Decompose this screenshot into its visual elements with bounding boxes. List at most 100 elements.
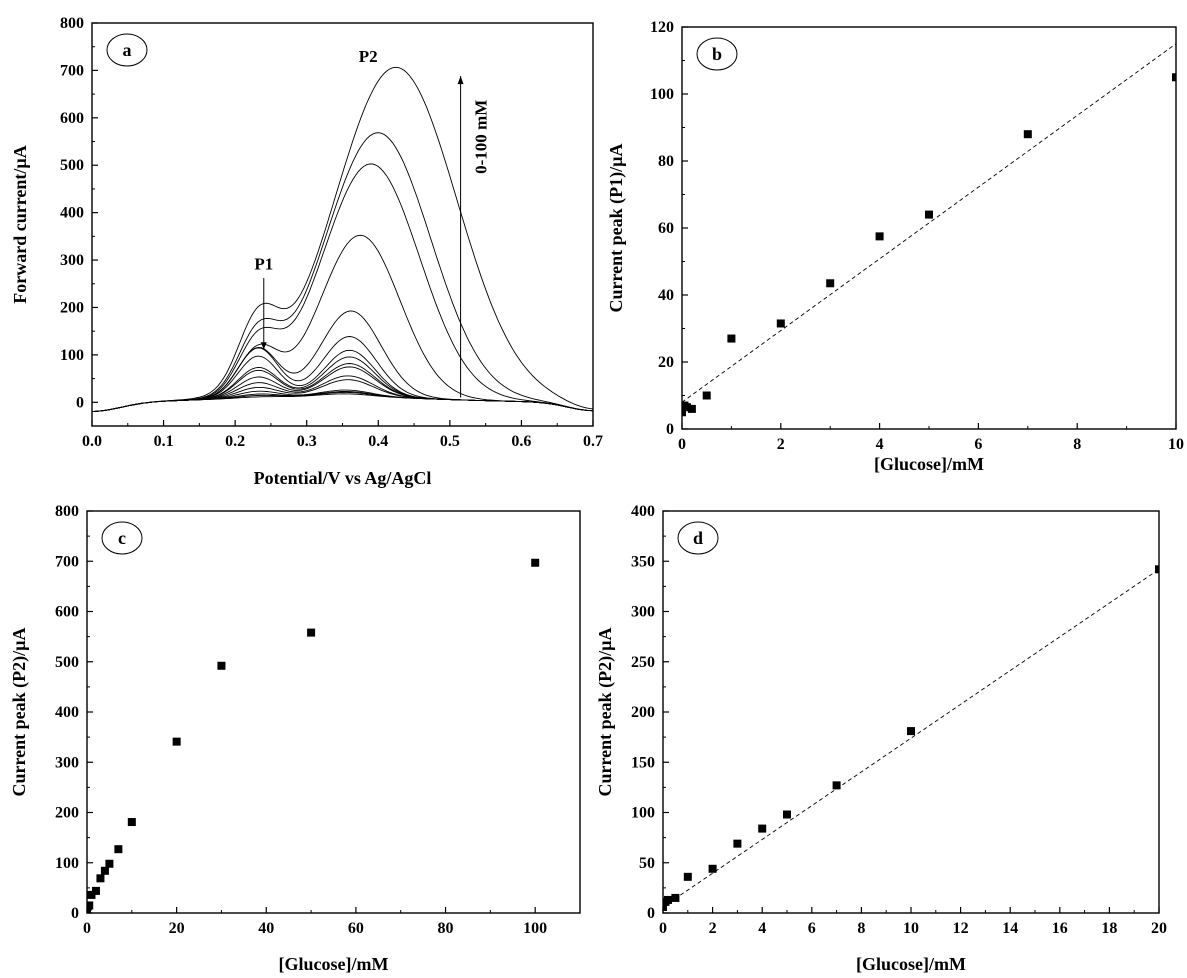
plot-area bbox=[663, 565, 1159, 911]
y-tick-label: 150 bbox=[631, 754, 655, 771]
voltammogram-curve bbox=[92, 234, 593, 412]
plot-area bbox=[682, 43, 1176, 417]
concentration-arrowhead bbox=[457, 76, 464, 85]
x-tick-label: 4 bbox=[758, 920, 766, 937]
x-tick-label: 0 bbox=[83, 920, 91, 937]
panel-label: a bbox=[123, 40, 132, 60]
data-point bbox=[682, 403, 691, 412]
y-tick-label: 60 bbox=[658, 220, 674, 237]
data-point bbox=[172, 737, 181, 746]
x-tick-label: 80 bbox=[438, 920, 454, 937]
data-point bbox=[91, 886, 100, 895]
x-tick-label: 18 bbox=[1101, 920, 1117, 937]
x-tick-label: 8 bbox=[1073, 436, 1081, 453]
data-point bbox=[687, 404, 696, 413]
x-tick-label: 2 bbox=[709, 920, 717, 937]
y-tick-label: 40 bbox=[658, 287, 674, 304]
panel-label: c bbox=[118, 528, 126, 548]
y-tick-label: 400 bbox=[631, 503, 655, 520]
data-point bbox=[1023, 130, 1032, 139]
data-point bbox=[114, 845, 123, 854]
peak-p1-arrowhead bbox=[260, 342, 267, 350]
voltammogram-curve bbox=[92, 366, 593, 412]
y-tick-label: 800 bbox=[55, 503, 79, 520]
x-tick-label: 0 bbox=[659, 920, 667, 937]
x-tick-label: 16 bbox=[1052, 920, 1068, 937]
data-point bbox=[907, 727, 915, 736]
x-tick-label: 6 bbox=[974, 436, 982, 453]
x-tick-label: 0.7 bbox=[583, 433, 603, 450]
x-tick-label: 0.6 bbox=[511, 433, 531, 450]
data-point bbox=[683, 872, 692, 881]
voltammogram-curve bbox=[92, 66, 593, 412]
data-point bbox=[217, 661, 226, 670]
voltammogram-curve bbox=[92, 363, 593, 412]
data-point bbox=[702, 391, 711, 400]
y-tick-label: 0 bbox=[71, 905, 79, 922]
y-tick-label: 800 bbox=[60, 15, 84, 32]
y-tick-label: 300 bbox=[60, 252, 84, 269]
x-tick-label: 60 bbox=[348, 920, 364, 937]
panel-label-badge bbox=[106, 33, 148, 67]
data-point bbox=[776, 319, 785, 328]
x-tick-label: 0.3 bbox=[297, 433, 317, 450]
x-tick-label: 0.4 bbox=[368, 433, 388, 450]
panel-a: 0.0 0.1 0.2 0.3 0.4 0.5 0.6 0.7 0 100 200 300 400 500… bbox=[10, 15, 603, 488]
panel-d: 0 2 4 6 8 10 12 14 16 18 2005010015020025030035040… bbox=[595, 503, 1167, 974]
y-tick-label: 500 bbox=[60, 157, 84, 174]
y-tick-label: 300 bbox=[55, 754, 79, 771]
y-tick-label: 80 bbox=[658, 153, 674, 170]
data-point bbox=[531, 558, 540, 567]
data-point bbox=[96, 874, 105, 883]
y-tick-label: 500 bbox=[55, 654, 79, 671]
y-tick-label: 700 bbox=[60, 62, 84, 79]
x-tick-label: 12 bbox=[953, 920, 969, 937]
concentration-range-label: 0-100 mM bbox=[472, 100, 491, 174]
y-tick-label: 400 bbox=[55, 704, 79, 721]
data-point bbox=[733, 839, 742, 848]
y-axis-title: Current peak (P2)/µA bbox=[595, 627, 616, 796]
linear-fit-line bbox=[682, 43, 1176, 403]
y-axis-title: Forward current/µA bbox=[10, 145, 30, 304]
data-point bbox=[727, 334, 736, 343]
data-point bbox=[783, 810, 791, 819]
data-point bbox=[925, 210, 933, 219]
data-point bbox=[671, 893, 680, 902]
data-point bbox=[100, 866, 109, 875]
data-point bbox=[663, 902, 667, 911]
x-tick-label: 0.2 bbox=[225, 433, 245, 450]
x-tick-label: 20 bbox=[169, 920, 185, 937]
plot-frame bbox=[91, 22, 594, 427]
data-point bbox=[708, 864, 717, 873]
panel-label: b bbox=[712, 44, 722, 64]
y-tick-label: 200 bbox=[60, 299, 84, 316]
data-point bbox=[307, 628, 316, 637]
x-axis-title: [Glucose]/mM bbox=[874, 454, 984, 474]
y-tick-label: 250 bbox=[631, 654, 655, 671]
y-tick-label: 200 bbox=[55, 805, 79, 822]
y-tick-label: 400 bbox=[60, 205, 84, 222]
data-point bbox=[663, 895, 672, 904]
voltammogram-curve bbox=[92, 393, 593, 412]
x-axis-title: Potential/V vs Ag/AgCl bbox=[254, 468, 432, 488]
y-tick-label: 100 bbox=[631, 805, 655, 822]
voltammogram-curve bbox=[92, 336, 593, 412]
x-tick-label: 0 bbox=[678, 436, 686, 453]
plot-area bbox=[92, 66, 593, 412]
data-point bbox=[832, 781, 841, 790]
data-point bbox=[875, 232, 884, 241]
panel-c: 0 20 40 60 80 100 0 100 200 300 400 500 600 700 800 [Gl… bbox=[9, 503, 581, 974]
data-point bbox=[758, 824, 767, 833]
x-tick-label: 10 bbox=[903, 920, 919, 937]
panel-label-badge bbox=[696, 37, 738, 71]
x-axis-title: [Glucose]/mM bbox=[279, 954, 389, 974]
panel-label: d bbox=[693, 528, 703, 548]
x-tick-label: 4 bbox=[876, 436, 884, 453]
y-tick-label: 700 bbox=[55, 553, 79, 570]
voltammogram-curve bbox=[92, 310, 593, 412]
y-tick-label: 200 bbox=[631, 704, 655, 721]
plot-frame bbox=[681, 26, 1177, 430]
y-tick-label: 300 bbox=[631, 604, 655, 621]
y-tick-label: 120 bbox=[650, 19, 674, 36]
